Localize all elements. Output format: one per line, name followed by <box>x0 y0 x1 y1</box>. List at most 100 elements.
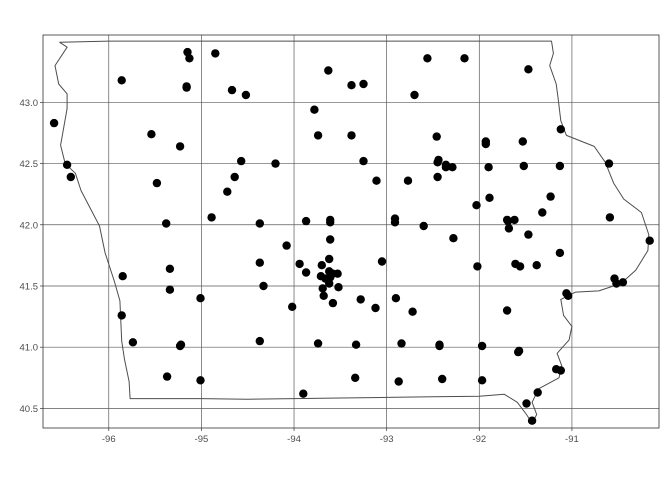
data-point-16 <box>175 142 185 151</box>
data-point-86 <box>441 163 451 172</box>
data-point-114 <box>556 125 565 134</box>
data-point-53 <box>317 261 326 270</box>
data-point-40 <box>313 131 323 140</box>
data-point-23 <box>241 90 251 100</box>
data-point-47 <box>359 156 368 166</box>
data-point-75 <box>390 218 400 227</box>
plot-frame <box>42 34 660 429</box>
data-point-93 <box>477 341 487 351</box>
x-tick-label-5: -91 <box>565 434 579 445</box>
data-point-52 <box>325 254 334 264</box>
data-point-2 <box>66 172 76 182</box>
data-point-42 <box>299 389 308 398</box>
data-point-4 <box>147 130 156 139</box>
data-point-32 <box>196 294 205 303</box>
data-point-3 <box>117 76 126 85</box>
data-point-80 <box>460 54 469 63</box>
data-point-28 <box>255 219 264 228</box>
data-point-102 <box>504 224 514 233</box>
data-point-101 <box>503 216 513 226</box>
data-point-10 <box>117 311 126 320</box>
data-point-77 <box>403 176 413 185</box>
data-point-115 <box>555 248 565 258</box>
data-point-30 <box>259 281 268 291</box>
plot-background <box>43 35 659 428</box>
data-point-76 <box>419 221 428 231</box>
data-point-130 <box>618 278 628 287</box>
data-point-117 <box>564 291 573 300</box>
data-point-12 <box>162 372 172 381</box>
data-point-71 <box>397 339 406 348</box>
data-point-21 <box>211 49 220 58</box>
data-point-61 <box>333 269 342 278</box>
data-point-66 <box>356 295 365 304</box>
data-point-22 <box>227 85 237 95</box>
x-tick-label-2: -94 <box>287 434 301 445</box>
data-point-91 <box>438 374 447 384</box>
data-point-99 <box>485 193 494 202</box>
data-point-29 <box>255 258 264 267</box>
data-point-24 <box>237 156 246 166</box>
data-point-113 <box>555 161 565 171</box>
data-point-1 <box>62 160 72 169</box>
data-point-43 <box>324 66 333 75</box>
data-point-90 <box>435 341 444 351</box>
data-point-31 <box>255 336 264 346</box>
data-point-92 <box>477 376 487 385</box>
data-point-41 <box>313 339 323 348</box>
data-point-98 <box>484 163 493 172</box>
data-point-11 <box>128 338 138 347</box>
data-point-64 <box>319 291 328 300</box>
data-point-20 <box>185 54 194 63</box>
data-point-48 <box>372 176 381 185</box>
data-point-62 <box>334 283 343 292</box>
data-point-26 <box>223 187 232 196</box>
data-point-83 <box>433 158 442 167</box>
data-point-15 <box>196 376 205 385</box>
y-tick-label-4: 42.5 <box>20 159 39 170</box>
gridlines <box>43 35 659 428</box>
data-point-0 <box>49 118 59 128</box>
data-point-108 <box>518 137 527 146</box>
data-point-112 <box>546 192 555 201</box>
data-point-38 <box>301 216 311 226</box>
data-point-103 <box>510 215 519 225</box>
data-point-6 <box>162 219 171 228</box>
data-point-45 <box>359 79 368 89</box>
y-tick-label-3: 42.0 <box>20 220 39 231</box>
data-point-63 <box>328 298 338 308</box>
x-axis: -96 -95 -94 -93 -92 -91 <box>102 428 579 445</box>
y-tick-label-5: 43.0 <box>20 98 39 109</box>
data-point-126 <box>604 159 614 168</box>
x-tick-label-3: -93 <box>380 434 394 445</box>
data-point-109 <box>524 65 533 74</box>
data-point-37 <box>301 268 311 277</box>
data-point-78 <box>410 90 419 100</box>
data-point-50 <box>326 218 335 227</box>
data-point-106 <box>519 161 528 171</box>
y-tick-label-1: 41.0 <box>20 343 39 354</box>
y-tick-label-2: 41.5 <box>20 281 39 292</box>
data-point-44 <box>347 81 356 90</box>
data-point-18 <box>182 82 191 91</box>
data-point-59 <box>325 279 334 288</box>
data-point-105 <box>515 262 525 271</box>
data-point-81 <box>432 132 441 141</box>
x-tick-label-0: -96 <box>102 434 116 445</box>
data-point-69 <box>351 373 360 382</box>
data-point-125 <box>527 416 537 425</box>
data-point-14 <box>176 340 186 349</box>
data-point-84 <box>433 172 442 182</box>
data-point-94 <box>473 262 482 271</box>
data-point-95 <box>472 201 481 210</box>
x-tick-label-4: -92 <box>472 434 486 445</box>
data-point-88 <box>449 234 458 243</box>
data-point-67 <box>371 303 380 313</box>
data-point-124 <box>522 399 531 408</box>
data-point-9 <box>118 272 127 281</box>
data-point-25 <box>230 172 239 182</box>
y-axis: 40.5 41.0 41.5 42.0 42.5 43.0 <box>20 98 43 415</box>
data-point-122 <box>556 366 565 375</box>
x-tick-label-1: -95 <box>195 434 209 445</box>
